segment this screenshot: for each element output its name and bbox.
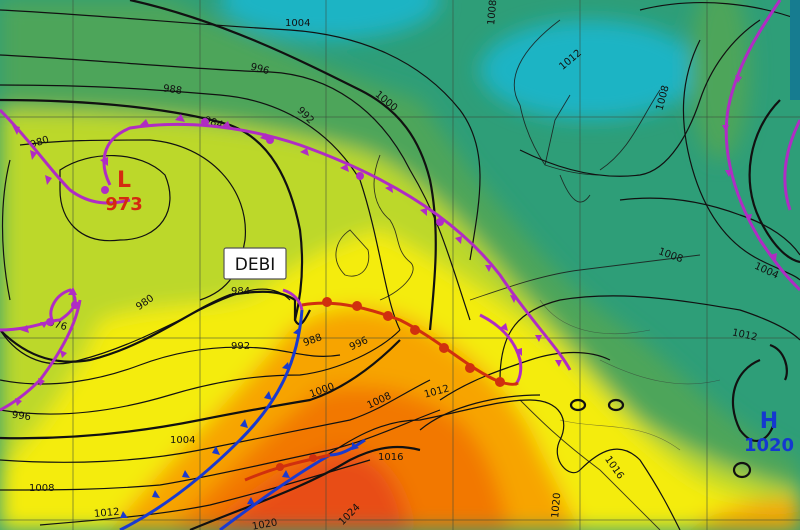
warm-front — [244, 453, 331, 482]
isobar-label: 1004 — [170, 435, 195, 446]
low-pressure-value: 973 — [105, 194, 143, 215]
storm-name: DEBI — [235, 255, 276, 275]
warm-front — [301, 301, 519, 386]
occluded-front — [0, 108, 572, 371]
corner-panel — [790, 0, 800, 100]
isobar-label: 992 — [231, 341, 250, 352]
storm-name-label: DEBI — [223, 247, 287, 280]
occluded-front — [282, 288, 304, 311]
isobar-labels: 1004 996 988 984 980 992 1000 1008 1012 … — [11, 0, 780, 530]
isobar-label: 988 — [162, 83, 182, 97]
cold-front — [119, 309, 304, 530]
low-pressure-center: L 973 — [105, 168, 143, 215]
isobar-label: 1020 — [550, 492, 563, 518]
isobar-label: 1012 — [731, 327, 758, 343]
occluded-front — [479, 0, 800, 387]
isobar-label: 1004 — [285, 18, 310, 29]
isobar-label: 1020 — [251, 517, 278, 530]
coastlines — [335, 19, 721, 530]
isobar-label: 1012 — [94, 507, 120, 520]
isobar-label: 1008 — [29, 483, 54, 494]
isobar-label: 1016 — [378, 452, 403, 463]
isobar-label: 996 — [249, 62, 270, 78]
high-pressure-value: 1020 — [744, 435, 794, 456]
high-pressure-center: H 1020 — [744, 409, 794, 456]
isobar-label: 996 — [11, 410, 31, 424]
high-letter: H — [760, 409, 778, 434]
cold-front — [219, 438, 366, 530]
isobar-label: 984 — [231, 286, 250, 297]
low-letter: L — [117, 168, 131, 193]
isobar-label: 1008 — [486, 0, 499, 26]
